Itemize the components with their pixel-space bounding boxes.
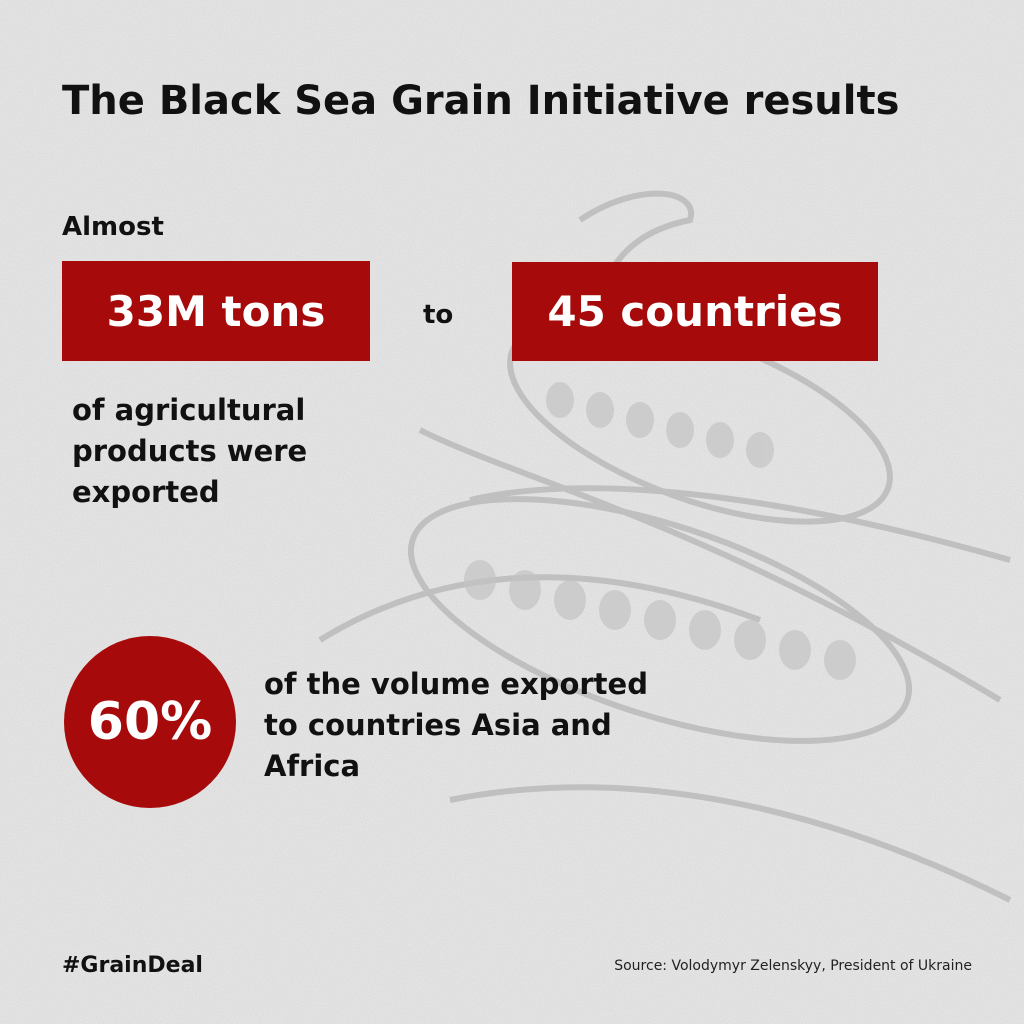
tons-value: 33M tons [106, 286, 326, 336]
source: Source: Volodymyr Zelenskyy, President o… [614, 958, 972, 974]
tons-box: 33M tons [62, 261, 370, 361]
joiner-text: to [423, 300, 454, 330]
percent-value: 60% [87, 692, 213, 752]
caption-line: exported [72, 475, 220, 509]
percent-circle: 60% [64, 636, 236, 808]
hashtag: #GrainDeal [62, 953, 203, 978]
exports-caption: of agricultural products were exported [72, 390, 307, 513]
caption-line: to countries Asia and [264, 708, 612, 742]
caption-line: of agricultural [72, 393, 306, 427]
title: The Black Sea Grain Initiative results [62, 78, 900, 124]
caption-line: products were [72, 434, 308, 468]
countries-box: 45 countries [512, 262, 878, 361]
countries-value: 45 countries [547, 287, 843, 336]
caption-line: Africa [264, 749, 361, 783]
lead-text: Almost [62, 212, 164, 242]
share-caption: of the volume exported to countries Asia… [264, 664, 648, 787]
caption-line: of the volume exported [264, 667, 648, 701]
